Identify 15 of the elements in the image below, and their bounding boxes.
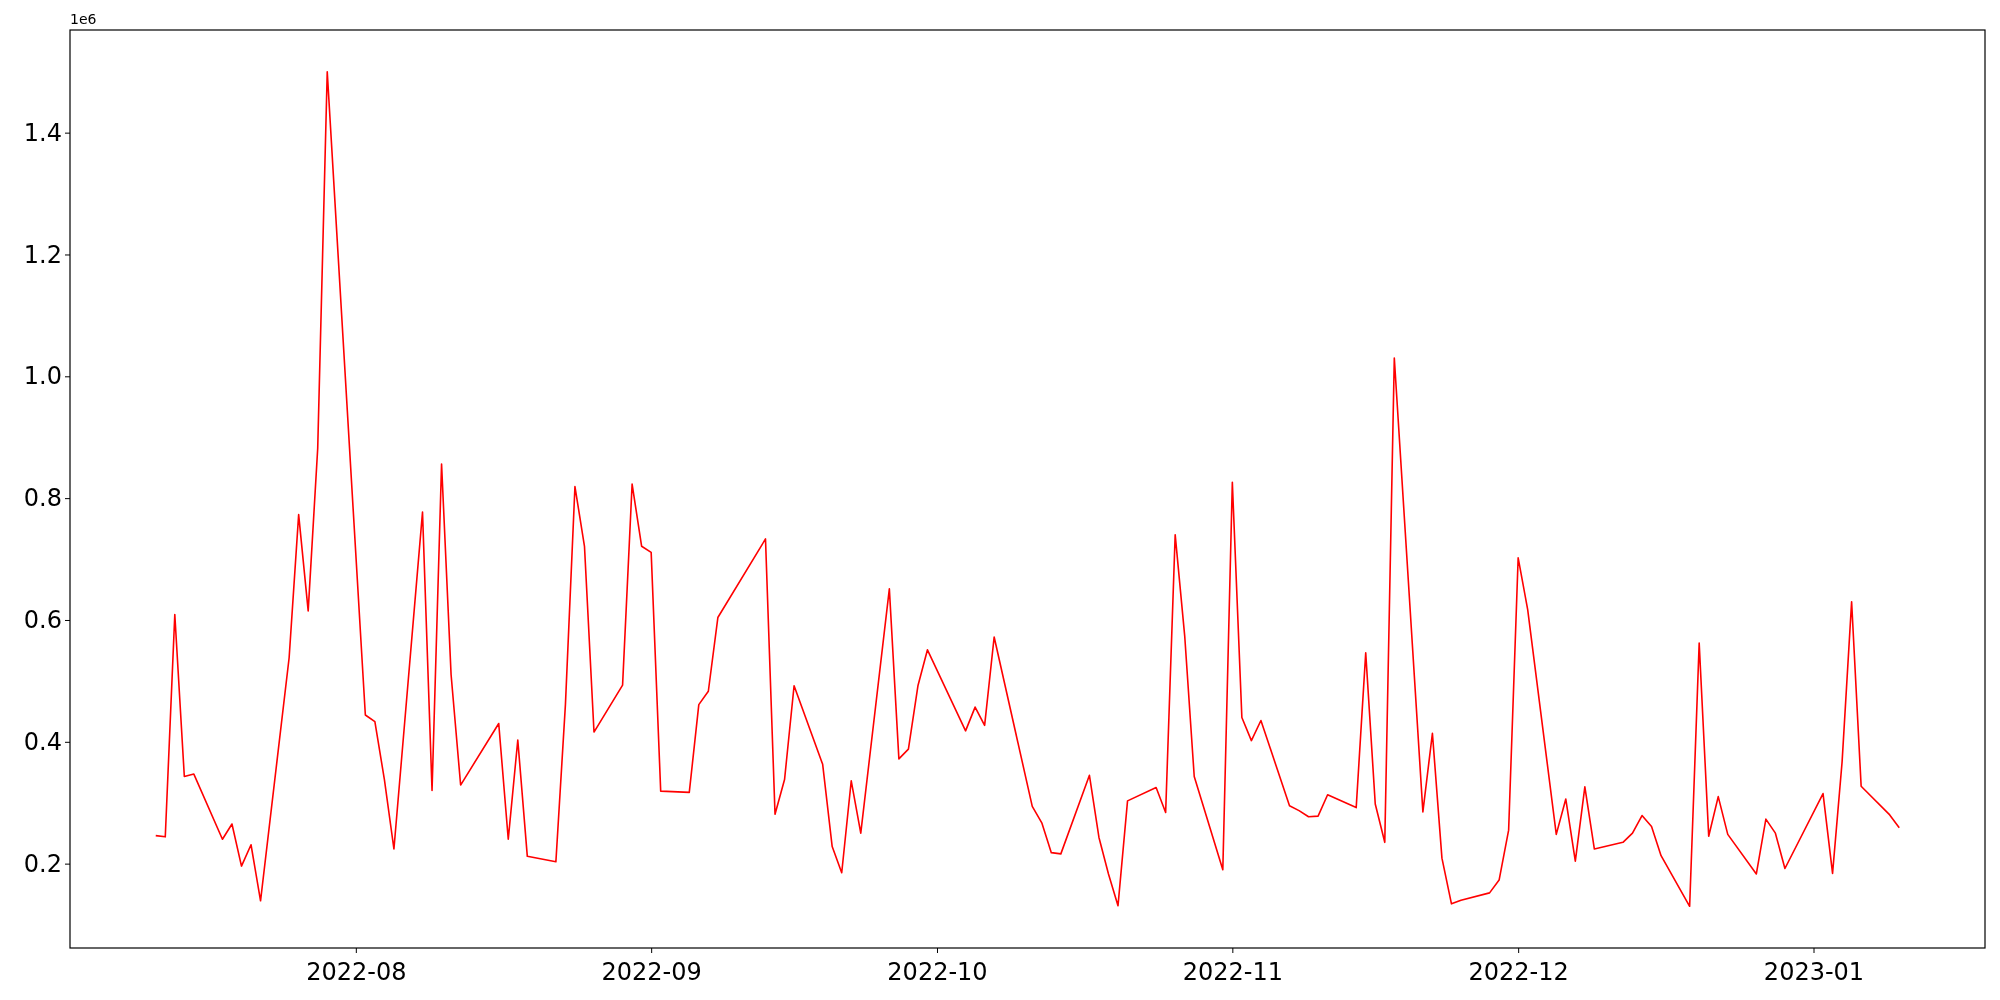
x-tick-label: 2022-11 bbox=[1182, 958, 1283, 986]
x-tick-label: 2022-10 bbox=[887, 958, 988, 986]
y-tick-label: 1.4 bbox=[23, 118, 62, 147]
x-tick-label: 2023-01 bbox=[1763, 958, 1865, 986]
text: 1e6 bbox=[70, 11, 97, 27]
x-tick-label: 2022-08 bbox=[306, 958, 407, 986]
y-tick-label: 0.4 bbox=[23, 727, 62, 756]
x-tick-label: 2022-09 bbox=[601, 958, 702, 986]
y-tick-label: 1.2 bbox=[23, 240, 62, 269]
line-series bbox=[154, 70, 1901, 908]
y-tick-label: 0.6 bbox=[23, 606, 62, 635]
y-tick-label: 1.0 bbox=[23, 362, 62, 391]
y-tick-label: 0.2 bbox=[23, 849, 62, 878]
x-tick-label: 2022-12 bbox=[1468, 958, 1569, 986]
y-tick-label: 0.8 bbox=[23, 484, 62, 513]
